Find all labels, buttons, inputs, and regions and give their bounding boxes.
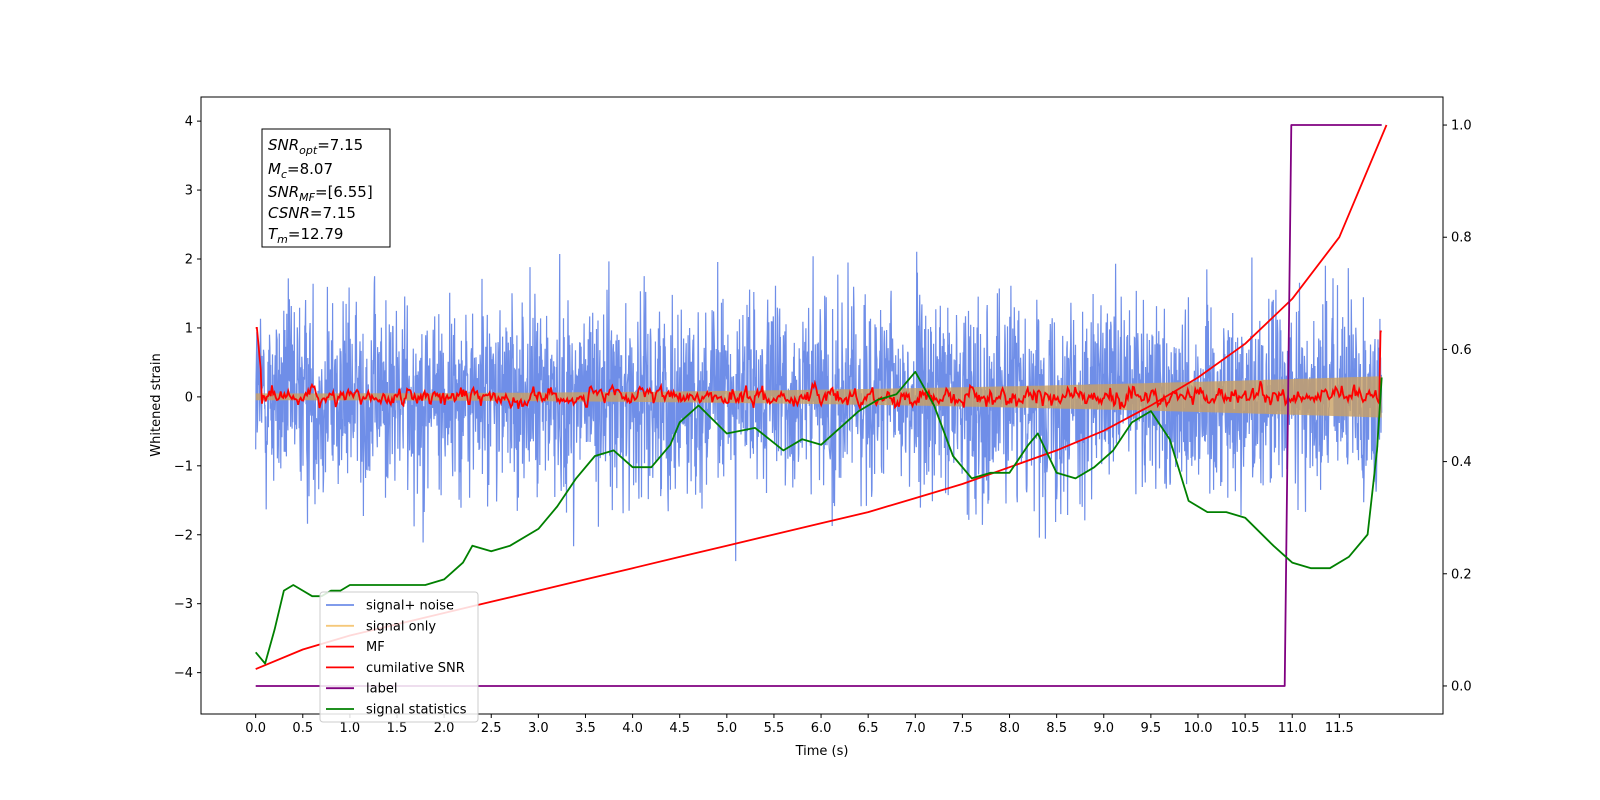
y-tick-label: −4 xyxy=(174,666,193,681)
x-tick-label: 9.5 xyxy=(1141,721,1162,736)
y2-tick-label: 0.8 xyxy=(1451,231,1472,246)
x-tick-label: 10.0 xyxy=(1184,721,1213,736)
y2-tick-label: 0.0 xyxy=(1451,679,1472,694)
x-tick-label: 0.5 xyxy=(292,721,313,736)
series-mf xyxy=(255,327,1382,412)
legend-label: signal only xyxy=(366,619,436,634)
x-tick-label: 3.0 xyxy=(528,721,549,736)
legend-label: signal+ noise xyxy=(366,599,454,614)
x-ticks: 0.0 0.5 1.0 1.5 2.0 2.5 3.0 3.5 4.0 4.5 5.0 5.5 6.0 6… xyxy=(245,714,1354,736)
legend-items: signal+ noise signal only MF cumilative SNR… xyxy=(326,599,467,718)
y-tick-label: −2 xyxy=(174,528,193,543)
legend-frame xyxy=(319,591,479,723)
y2-ticks: 0.0 0.2 0.4 0.6 0.8 1.0 xyxy=(1443,119,1472,694)
x-tick-label: 1.0 xyxy=(340,721,361,736)
y2-tick-label: 0.6 xyxy=(1451,343,1472,358)
y-tick-label: −1 xyxy=(174,459,193,474)
y-tick-label: 2 xyxy=(185,253,193,268)
info-snr-opt: SNRopt=7.15 xyxy=(268,136,363,157)
y-axis-label: Whitened strain xyxy=(149,353,164,456)
x-tick-label: 2.0 xyxy=(434,721,455,736)
x-tick-label: 0.0 xyxy=(245,721,266,736)
y2-tick-label: 0.2 xyxy=(1451,567,1472,582)
y-tick-label: 4 xyxy=(185,115,193,130)
x-tick-label: 10.5 xyxy=(1231,721,1260,736)
series-label xyxy=(255,124,1382,687)
legend-label: cumilative SNR xyxy=(366,661,465,676)
x-tick-label: 5.5 xyxy=(764,721,785,736)
y-tick-label: 3 xyxy=(185,184,193,199)
x-tick-label: 7.5 xyxy=(952,721,973,736)
x-tick-label: 7.0 xyxy=(905,721,926,736)
legend-label: MF xyxy=(366,640,385,655)
y-tick-label: 1 xyxy=(185,321,193,336)
legend: signal+ noise signal only MF cumilative SNR… xyxy=(319,591,479,723)
x-tick-label: 9.0 xyxy=(1093,721,1114,736)
info-mc: Mc=8.07 xyxy=(268,160,333,181)
x-tick-label: 11.0 xyxy=(1278,721,1307,736)
x-tick-label: 2.5 xyxy=(481,721,502,736)
x-tick-label: 11.5 xyxy=(1325,721,1354,736)
x-tick-label: 8.5 xyxy=(1046,721,1067,736)
series-signal-noise xyxy=(255,251,1383,562)
x-tick-label: 6.5 xyxy=(858,721,879,736)
x-tick-label: 4.0 xyxy=(622,721,643,736)
y2-tick-label: 1.0 xyxy=(1451,119,1472,134)
legend-label: signal statistics xyxy=(366,703,467,718)
x-tick-label: 6.0 xyxy=(811,721,832,736)
info-box-frame xyxy=(261,128,391,248)
plot-frame xyxy=(200,96,1444,715)
y2-tick-label: 0.4 xyxy=(1451,455,1472,470)
x-tick-label: 5.0 xyxy=(716,721,737,736)
info-box: SNRopt=7.15 Mc=8.07 SNRMF=[6.55] CSNR=7.… xyxy=(261,128,391,248)
x-tick-label: 3.5 xyxy=(575,721,596,736)
x-tick-label: 4.5 xyxy=(669,721,690,736)
info-tm: Tm=12.79 xyxy=(268,225,343,246)
y-tick-label: −3 xyxy=(174,597,193,612)
y-tick-label: 0 xyxy=(185,390,193,405)
legend-label: label xyxy=(366,682,397,697)
series-signal-statistics xyxy=(255,370,1383,665)
x-tick-label: 1.5 xyxy=(387,721,408,736)
info-snr-mf: SNRMF=[6.55] xyxy=(268,183,373,204)
x-axis-label: Time (s) xyxy=(795,744,849,759)
y-ticks: −4 −3 −2 −1 0 1 2 3 4 xyxy=(174,115,201,681)
x-tick-label: 8.0 xyxy=(999,721,1020,736)
info-csnr: CSNR=7.15 xyxy=(268,204,356,222)
